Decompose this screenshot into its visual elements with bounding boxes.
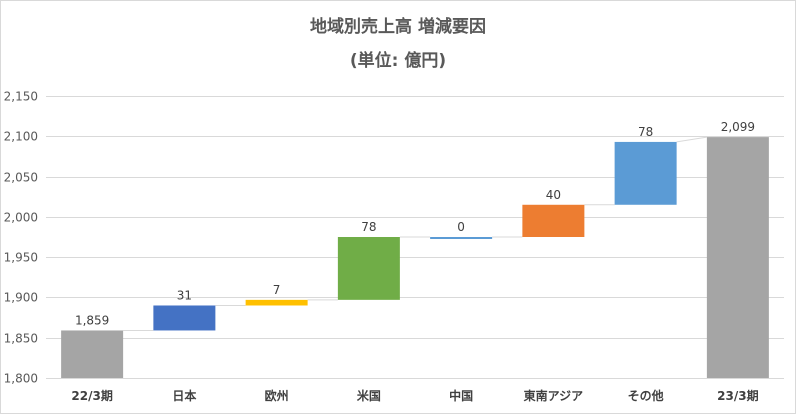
x-category-label: 22/3期	[71, 388, 112, 403]
data-label: 31	[177, 288, 192, 302]
y-tick-label: 1,850	[4, 332, 38, 346]
data-label: 0	[457, 220, 465, 234]
bar	[61, 330, 124, 378]
y-tick-label: 2,150	[4, 90, 38, 104]
y-tick-label: 2,000	[4, 211, 38, 225]
y-tick-label: 1,900	[4, 291, 38, 305]
bar	[430, 237, 493, 239]
data-label: 78	[638, 125, 653, 139]
x-category-label: その他	[628, 388, 664, 403]
x-category-label: 23/3期	[717, 388, 758, 403]
x-axis: 22/3期 日本 欧州 米国 中国 東南アジア その他 23/3期	[71, 388, 758, 403]
y-tick-label: 1,950	[4, 251, 38, 265]
data-label: 1,859	[75, 313, 109, 327]
data-label: 7	[273, 283, 281, 297]
x-category-label: 米国	[357, 388, 381, 403]
data-labels: 1,859 31 7 78 0 40 78 2,099	[75, 120, 755, 327]
chart-title: 地域別売上高 増減要因	[310, 17, 486, 37]
bar	[522, 204, 585, 237]
bar	[706, 137, 769, 378]
connectors	[123, 136, 707, 331]
chart-subtitle: (単位: 億円)	[349, 51, 447, 71]
x-category-label: 欧州	[265, 388, 289, 403]
y-tick-label: 2,100	[4, 130, 38, 144]
x-category-label: 中国	[449, 388, 473, 403]
bars	[61, 137, 769, 378]
bar	[337, 237, 400, 300]
y-tick-label: 2,050	[4, 171, 38, 185]
connector-line	[676, 136, 707, 143]
y-tick-label: 1,800	[4, 372, 38, 386]
x-category-label: 東南アジア	[524, 388, 584, 403]
data-label: 2,099	[721, 120, 755, 134]
y-axis: 1,800 1,850 1,900 1,950 2,000 2,050 2,100 2,150	[4, 90, 38, 386]
data-label: 78	[361, 220, 376, 234]
bar	[153, 305, 216, 331]
x-category-label: 日本	[172, 388, 196, 403]
bar	[245, 299, 308, 306]
bar	[614, 141, 677, 205]
data-label: 40	[546, 188, 561, 202]
